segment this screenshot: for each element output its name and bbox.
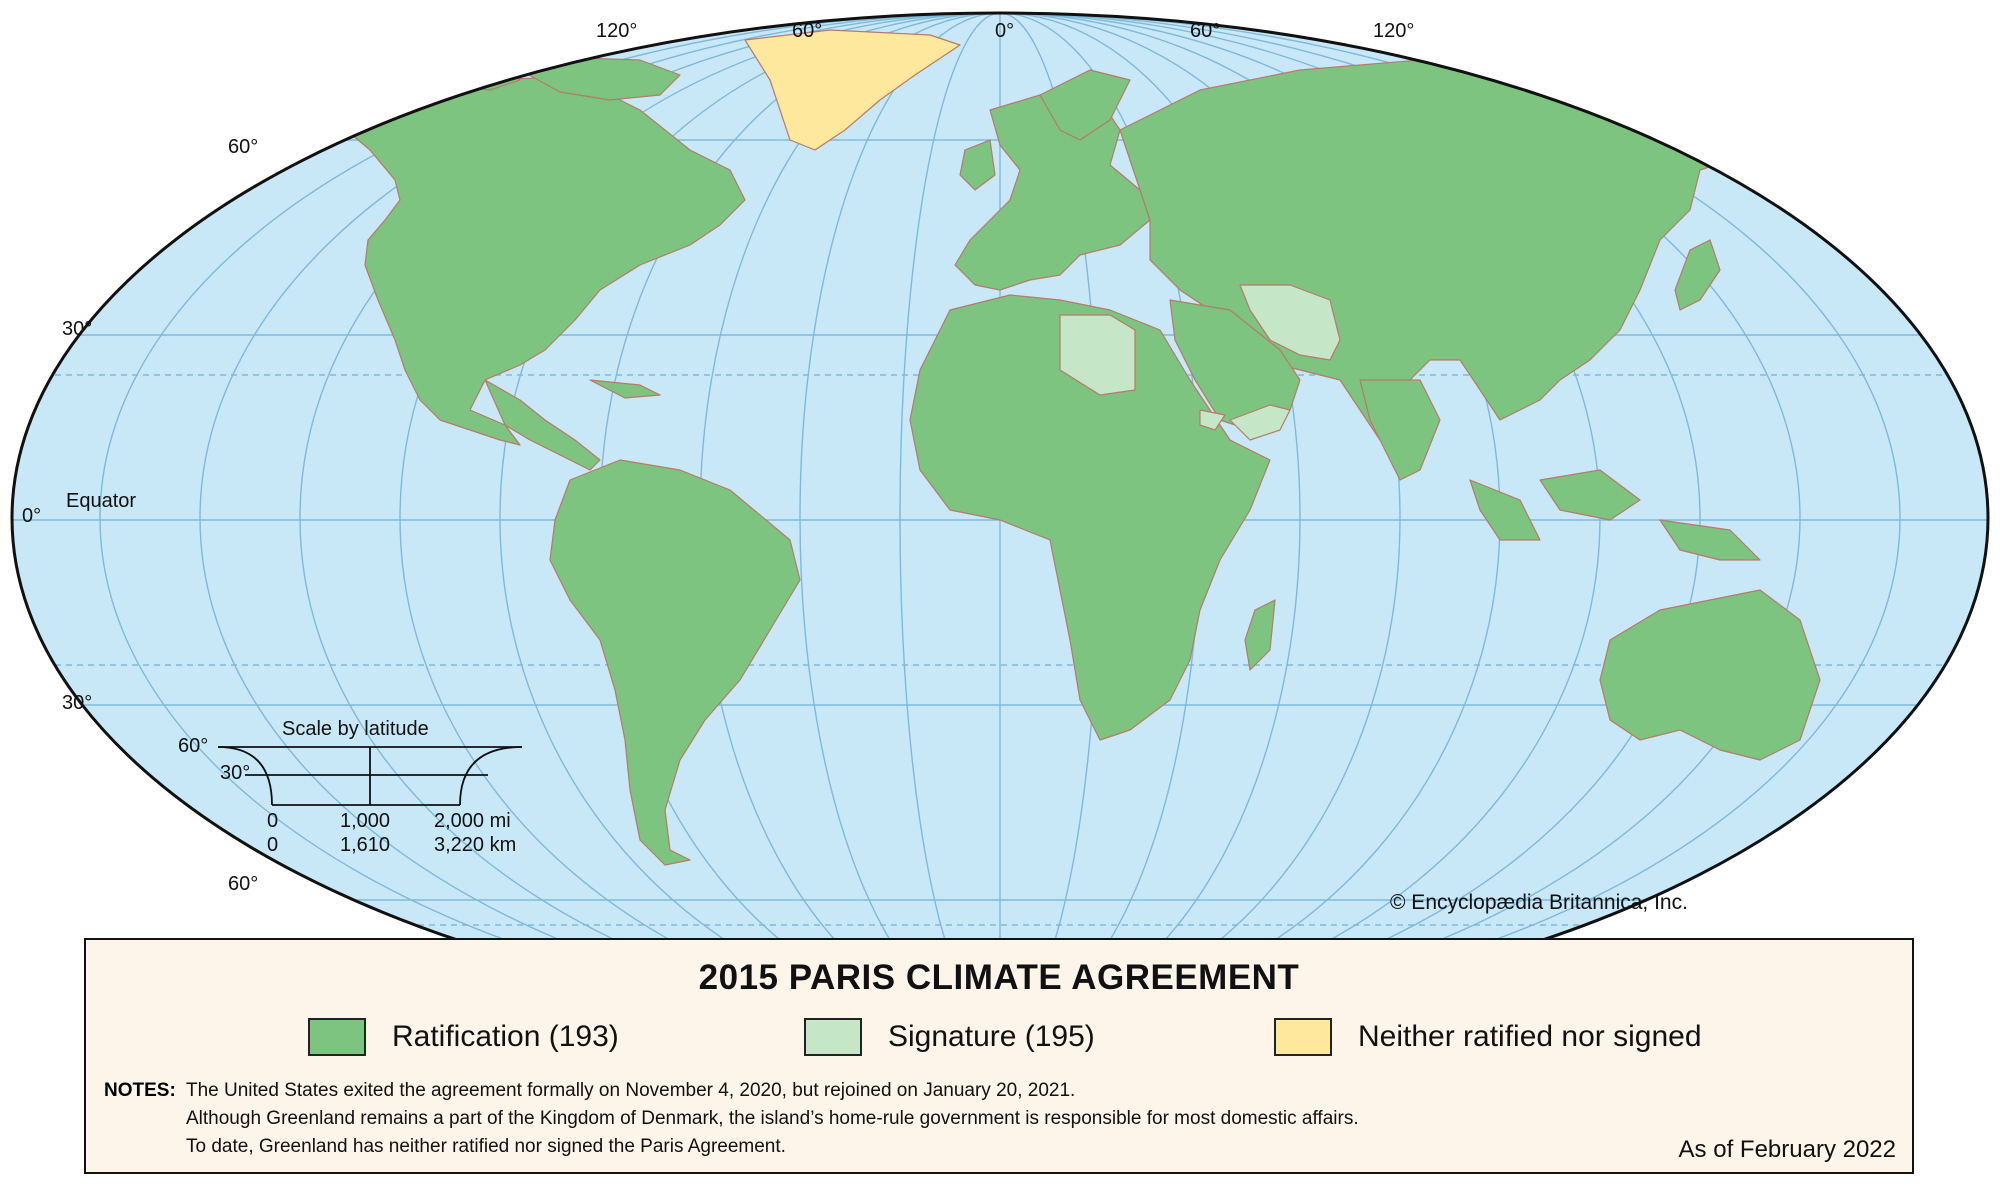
lon-label-e60: 60° [1190, 20, 1221, 42]
scale-km-max: 3,220 km [434, 834, 517, 856]
equator-label: Equator [66, 490, 137, 512]
legend-item-neither: Neither ratified nor signed [1274, 1018, 1774, 1058]
notes-label: NOTES: [104, 1080, 176, 1101]
scale-mi-max: 2,000 mi [434, 810, 511, 832]
scale-mi-0: 0 [267, 810, 279, 832]
iran-land [1239, 284, 1341, 361]
legend-item-ratification: Ratification (193) [308, 1018, 648, 1058]
note-line-2: Although Greenland remains a part of the… [186, 1108, 1359, 1129]
libya-land [1059, 314, 1136, 396]
signature-label: Signature (195) [888, 1020, 1095, 1053]
scale-lat30: 30° [220, 762, 251, 784]
lon-label-w60: 60° [792, 20, 823, 42]
greenland-land [744, 29, 961, 151]
north-america-land [299, 77, 746, 446]
lon-label-w120: 120° [596, 20, 638, 42]
note-line-3: To date, Greenland has neither ratified … [186, 1136, 786, 1157]
copyright-text: © Encyclopædia Britannica, Inc. [1390, 891, 1688, 914]
signature-swatch [804, 1018, 862, 1056]
ratification-label: Ratification (193) [392, 1020, 619, 1053]
lon-label-e120: 120° [1373, 20, 1415, 42]
lat-label-n60: 60° [228, 136, 259, 158]
europe-land [954, 94, 1151, 291]
legend-item-signature: Signature (195) [804, 1018, 1144, 1058]
australia-land [1599, 589, 1821, 761]
scale-mi-mid: 1,000 [340, 810, 391, 832]
south-america-land [549, 459, 801, 866]
neither-label: Neither ratified nor signed [1358, 1020, 1702, 1053]
scale-title: Scale by latitude [282, 718, 429, 740]
scale-graphic [217, 746, 523, 806]
lat-label-0: 0° [22, 505, 42, 527]
lon-label-0: 0° [995, 20, 1015, 42]
ratification-swatch [308, 1018, 366, 1056]
yemen-land [1229, 404, 1291, 441]
lat-label-s30: 30° [62, 692, 93, 714]
scale-km-mid: 1,610 [340, 834, 391, 856]
legend-panel: 2015 PARIS CLIMATE AGREEMENT Ratificatio… [84, 938, 1914, 1174]
scale-lat60: 60° [178, 735, 209, 757]
scale-km-0: 0 [267, 834, 279, 856]
lat-label-n30: 30° [62, 318, 93, 340]
map-title: 2015 PARIS CLIMATE AGREEMENT [698, 958, 1300, 997]
lat-label-s60: 60° [228, 873, 259, 895]
note-line-1: The United States exited the agreement f… [186, 1080, 1076, 1101]
africa-land [909, 294, 1271, 741]
central-america-land [484, 379, 601, 471]
as-of-date: As of February 2022 [1678, 1136, 1896, 1163]
neither-swatch [1274, 1018, 1332, 1056]
